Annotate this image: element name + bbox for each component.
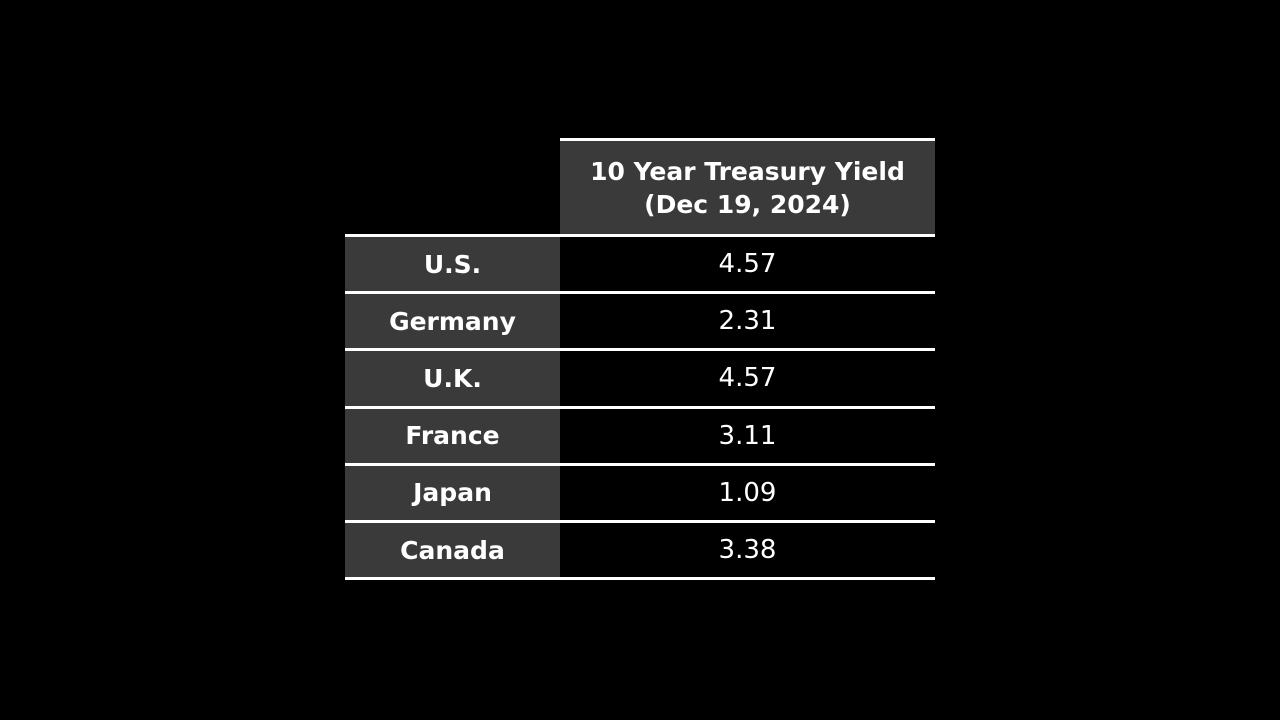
value-column-header: 10 Year Treasury Yield (Dec 19, 2024) [560, 138, 935, 234]
treasury-yield-table: 10 Year Treasury Yield (Dec 19, 2024) U.… [345, 138, 935, 581]
header-line-1: 10 Year Treasury Yield [590, 156, 905, 186]
header-line-2: (Dec 19, 2024) [644, 189, 851, 219]
table-header-row: 10 Year Treasury Yield (Dec 19, 2024) [345, 138, 935, 234]
table-row: France 3.11 [345, 408, 935, 466]
table-row: Germany 2.31 [345, 294, 935, 352]
row-label: Japan [345, 465, 560, 520]
row-value: 3.38 [560, 522, 935, 578]
row-label: U.S. [345, 237, 560, 292]
row-value: 1.09 [560, 465, 935, 520]
table-row: U.K. 4.57 [345, 351, 935, 409]
row-label: Germany [345, 294, 560, 349]
table-row: Canada 3.38 [345, 522, 935, 581]
table-body: U.S. 4.57 Germany 2.31 U.K. 4.57 France … [345, 234, 935, 581]
row-value: 2.31 [560, 294, 935, 349]
row-value: 4.57 [560, 237, 935, 292]
table-row: U.S. 4.57 [345, 237, 935, 295]
table-row: Japan 1.09 [345, 465, 935, 523]
row-label: U.K. [345, 351, 560, 406]
row-label: France [345, 408, 560, 463]
row-value: 4.57 [560, 351, 935, 406]
row-label: Canada [345, 522, 560, 578]
header-spacer [345, 138, 560, 234]
row-value: 3.11 [560, 408, 935, 463]
